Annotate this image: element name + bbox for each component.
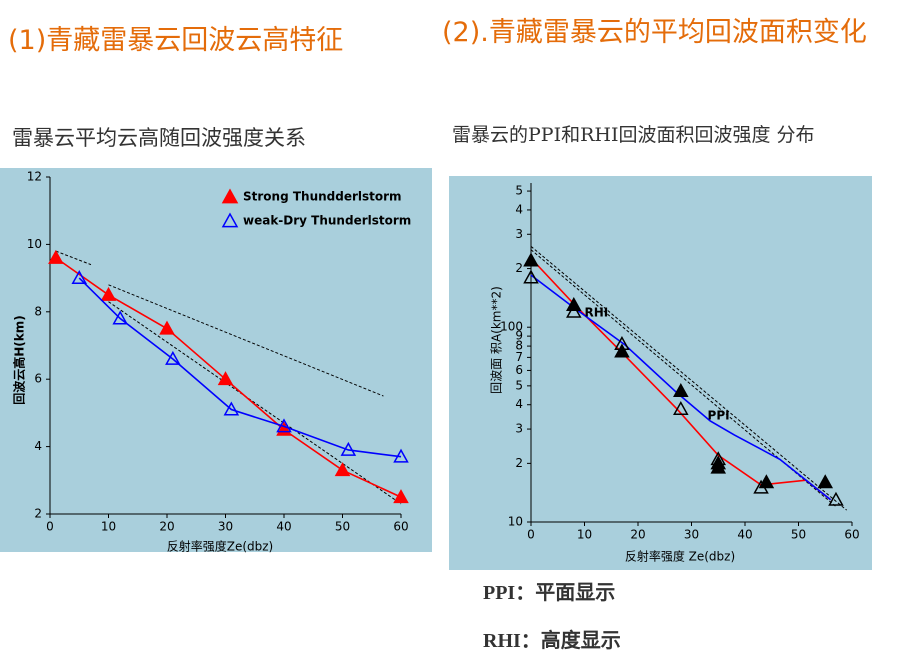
marker [523, 252, 539, 267]
dashed-line [108, 284, 384, 397]
marker [817, 474, 834, 489]
y-tick-label: 10 [508, 515, 523, 529]
marker [223, 401, 240, 416]
y-tick-label: 2 [34, 507, 42, 521]
y-tick-label: 7 [515, 350, 523, 364]
x-tick-label: 10 [577, 528, 592, 542]
y-tick-label: 10 [27, 237, 42, 251]
y-tick-label: 4 [34, 439, 42, 453]
x-tick-label: 50 [791, 528, 806, 542]
legend-marker [221, 212, 239, 228]
x-tick-label: 20 [159, 520, 174, 534]
marker [566, 303, 582, 318]
y-tick-label: 12 [27, 170, 42, 184]
x-tick-label: 30 [684, 528, 699, 542]
y-tick-label: 2 [515, 456, 523, 470]
marker [614, 335, 630, 350]
x-tick-label: 10 [101, 520, 116, 534]
marker [217, 371, 234, 386]
marker [614, 343, 630, 358]
series-line [530, 257, 832, 501]
marker [71, 270, 88, 285]
x-tick-label: 20 [630, 528, 645, 542]
y-tick-label: 5 [515, 378, 523, 392]
y-tick-label: 4 [515, 202, 523, 216]
marker [710, 451, 727, 466]
y-tick-label: 2 [515, 261, 523, 275]
marker [523, 269, 539, 284]
marker [393, 448, 409, 463]
dashed-line [530, 245, 847, 511]
x-tick-label: 40 [737, 528, 752, 542]
marker [393, 489, 409, 504]
marker [100, 286, 117, 301]
x-axis-label: 反射率强度 Ze(dbz) [625, 549, 735, 564]
subtitle: 雷暴云平均云高随回波强度关系 [12, 126, 306, 150]
heading: (1)青藏雷暴云回波云高特征 [8, 25, 344, 56]
legend-label: Strong Thundderlstorm [243, 190, 402, 204]
y-tick-label: 8 [515, 339, 523, 353]
marker [673, 383, 689, 398]
x-axis-label: 反射率强度Ze(dbz) [167, 539, 274, 554]
marker [334, 462, 351, 477]
y-tick-label: 5 [515, 184, 523, 198]
series-line [78, 277, 402, 458]
series-line [530, 274, 832, 501]
marker [340, 441, 357, 456]
dashed-line [108, 301, 402, 505]
x-tick-label: 40 [276, 520, 291, 534]
x-tick-label: 0 [527, 528, 535, 542]
marker [165, 350, 181, 365]
x-tick-label: 30 [218, 520, 233, 534]
marker [753, 479, 769, 494]
marker [673, 401, 689, 416]
panel [0, 168, 432, 552]
dashed-line [55, 250, 92, 266]
panel [449, 176, 872, 570]
y-tick-label: 100 [500, 320, 523, 334]
y-tick-label: 8 [34, 304, 42, 318]
x-tick-label: 50 [335, 520, 350, 534]
y-tick-label: 3 [515, 422, 523, 436]
marker [48, 249, 64, 264]
y-tick-label: 9 [515, 329, 523, 343]
marker [828, 491, 844, 506]
marker [112, 310, 128, 325]
annotation: PPI [708, 409, 730, 423]
y-axis-label: 回波面 积A(km**2) [490, 286, 504, 394]
y-tick-label: 6 [34, 372, 42, 386]
annotation: RHI [585, 306, 609, 320]
heading: (2).青藏雷暴云的平均回波面积变化 [442, 17, 867, 48]
marker [710, 459, 727, 474]
y-tick-label: 4 [515, 397, 523, 411]
note: PPI：平面显示 [483, 582, 616, 604]
y-tick-label: 6 [515, 363, 523, 377]
marker [159, 320, 175, 335]
x-tick-label: 60 [393, 520, 408, 534]
marker [276, 418, 292, 433]
y-axis-label: 回波云高H(km) [12, 315, 27, 405]
note: RHI：高度显示 [483, 630, 621, 652]
legend-marker [221, 188, 239, 204]
subtitle: 雷暴云的PPI和RHI回波面积回波强度 分布 [452, 124, 815, 146]
legend-label: weak-Dry Thunderlstorm [243, 214, 411, 228]
x-tick-label: 60 [844, 528, 859, 542]
x-tick-label: 0 [46, 520, 54, 534]
y-tick-label: 3 [515, 227, 523, 241]
